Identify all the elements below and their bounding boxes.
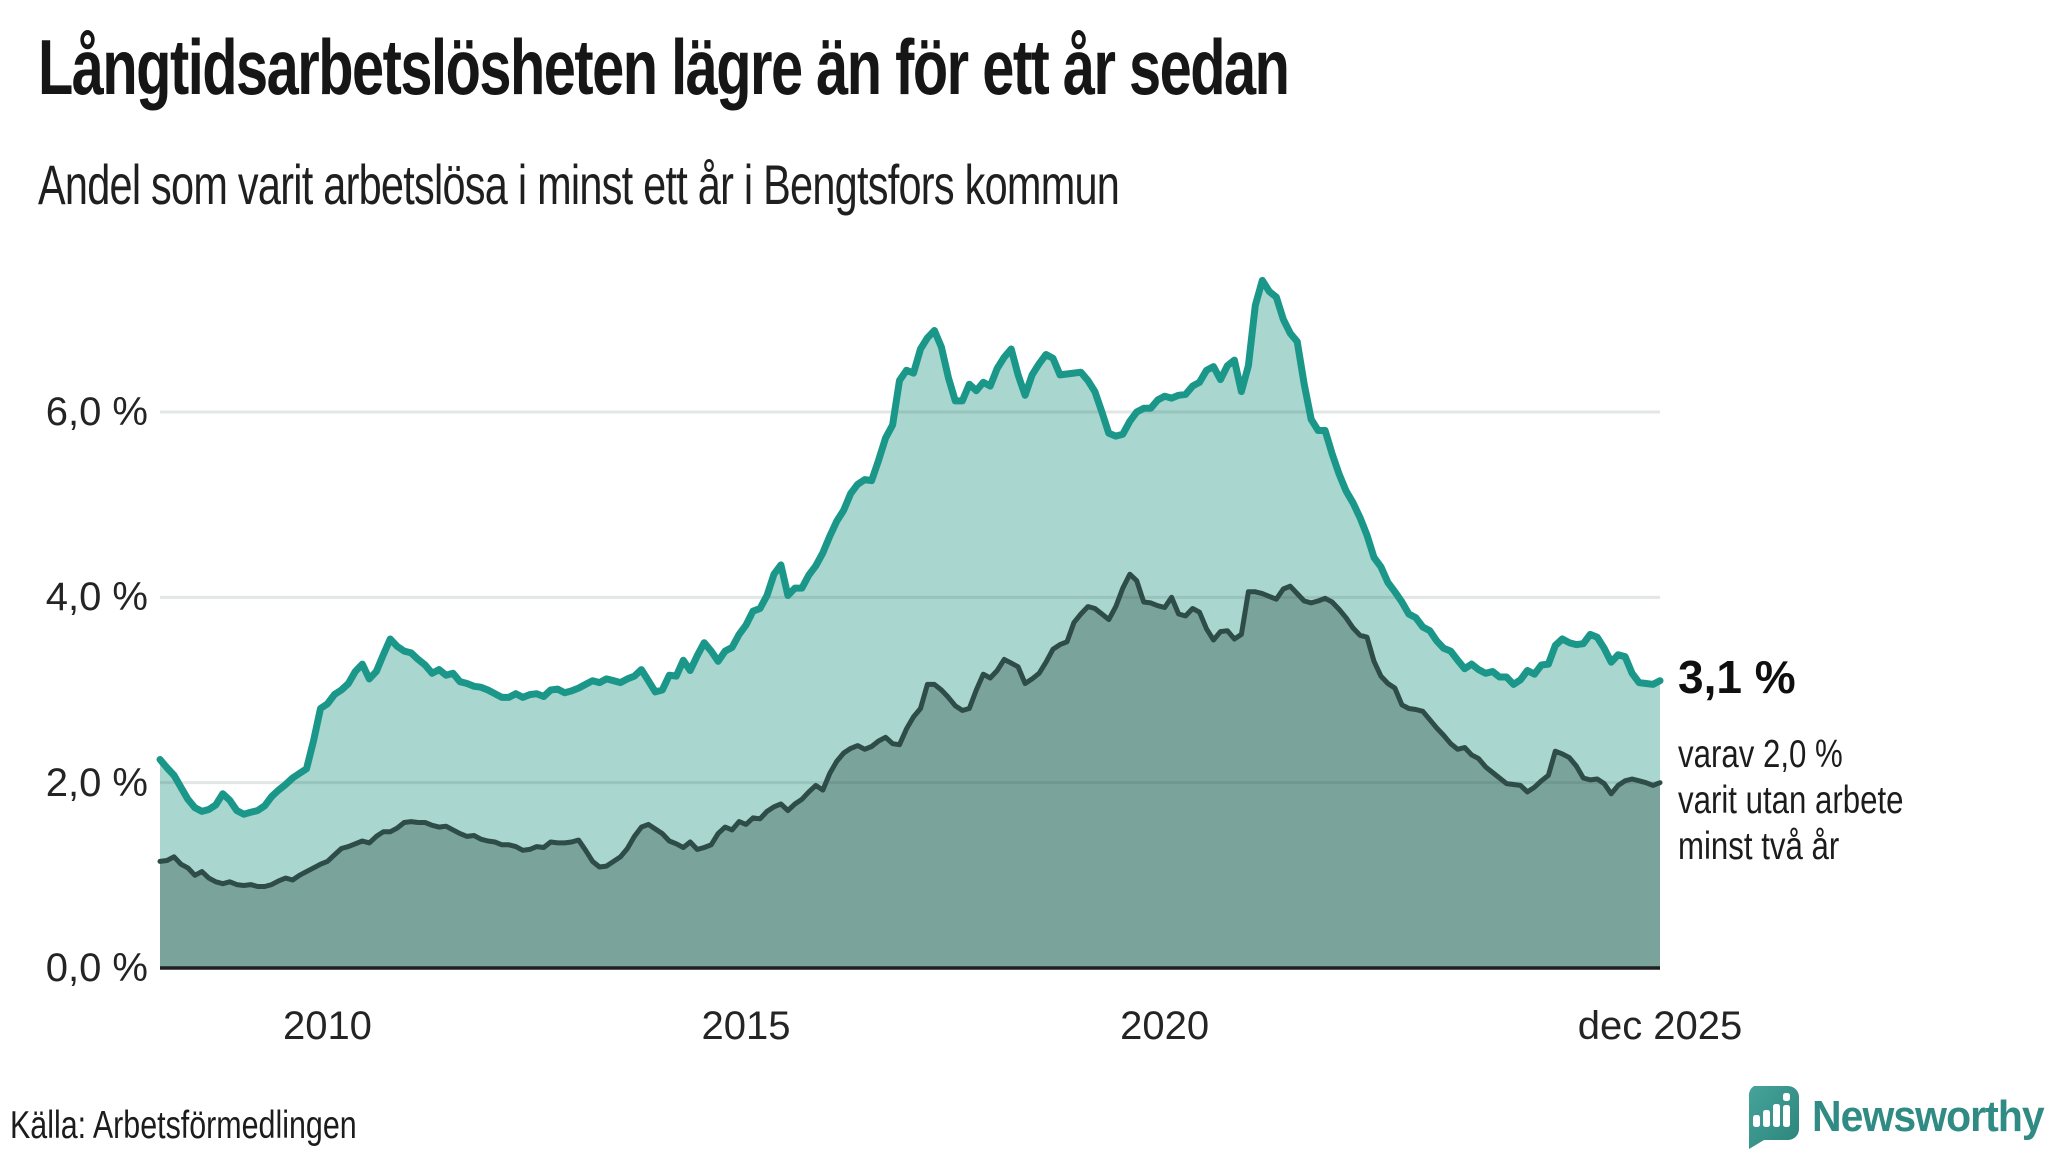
x-axis-tick-dec-2025: dec 2025	[1577, 1004, 1743, 1048]
annotation-text: varav 2,0 % varit utan arbete minst två …	[1678, 732, 1903, 870]
y-axis-tick-0: 0,0 %	[45, 946, 148, 990]
latest-value-label: 3,1 %	[1678, 651, 1796, 703]
logo-exclamation-bar	[1783, 1105, 1790, 1127]
line-two-years	[157, 571, 1663, 889]
page-subtitle: Andel som varit arbetslösa i minst ett å…	[38, 153, 1120, 216]
y-axis-tick-6: 6,0 %	[45, 390, 148, 434]
x-axis-tick-2010: 2010	[282, 1004, 372, 1048]
source-note: Källa: Arbetsförmedlingen	[10, 1104, 357, 1147]
newsworthy-logo-icon	[1748, 1086, 1799, 1149]
logo-bar-3	[1773, 1104, 1780, 1127]
annotation-line-2: varit utan arbete	[1678, 779, 1904, 822]
annotation-line-3: minst två år	[1678, 825, 1840, 868]
logo-dot	[1783, 1093, 1790, 1101]
annotation-line-1: varav 2,0 %	[1678, 733, 1843, 776]
x-axis-tick-2015: 2015	[701, 1004, 791, 1048]
line-one-year	[156, 276, 1664, 818]
newsworthy-logo-text: Newsworthy	[1812, 1092, 2045, 1141]
y-axis-tick-2: 2,0 %	[45, 760, 148, 805]
area-two-years	[160, 574, 1660, 968]
y-axis-tick-4: 4,0 %	[45, 575, 148, 620]
page-title: Långtidsarbetslösheten lägre än för ett …	[38, 23, 1290, 111]
logo-bar-2	[1763, 1110, 1770, 1127]
x-axis-tick-2020: 2020	[1120, 1004, 1210, 1048]
logo-bar-1	[1753, 1115, 1760, 1127]
newsworthy-logo: Newsworthy	[1742, 1085, 2048, 1149]
